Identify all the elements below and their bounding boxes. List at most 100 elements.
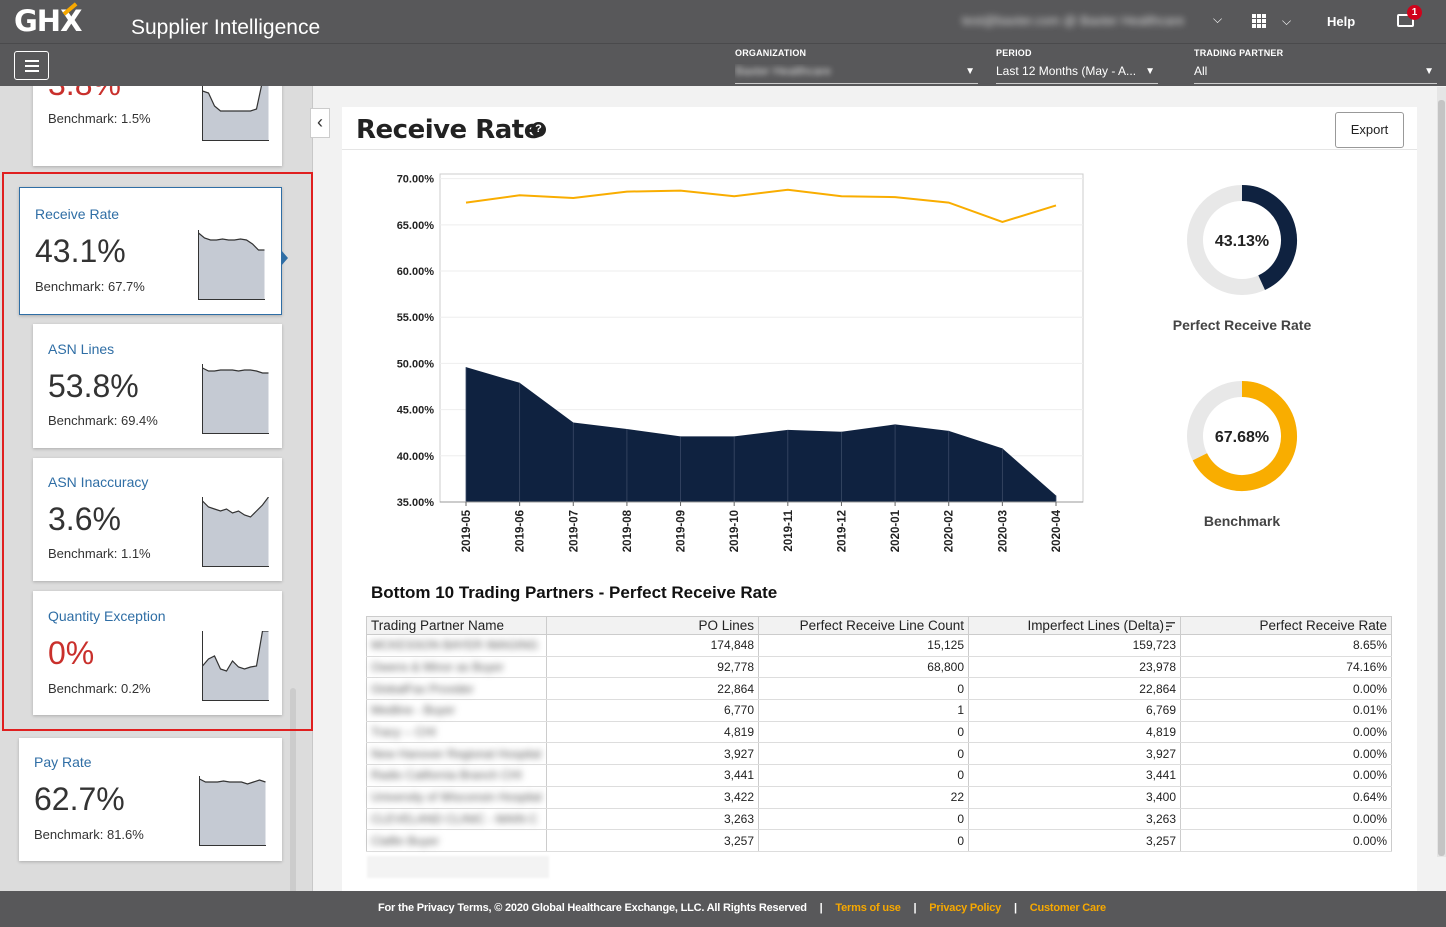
table-cell: 3,257 [546, 829, 759, 852]
sidebar-scrollbar[interactable] [290, 688, 296, 891]
metric-benchmark: Benchmark: 81.6% [34, 827, 144, 842]
donut-value-arc [1241, 185, 1297, 290]
column-header[interactable]: Perfect Receive Rate [1180, 616, 1392, 635]
sparkline [202, 86, 269, 141]
organization-select[interactable]: Baxter Healthcare ▼ [735, 64, 978, 84]
metric-card-pay-rate[interactable]: Pay Rate 62.7% Benchmark: 81.6% [19, 738, 282, 861]
help-link[interactable]: Help [1327, 14, 1356, 29]
period-select[interactable]: Last 12 Months (May - A... ▼ [996, 64, 1158, 84]
donut-caption: Benchmark [1203, 513, 1281, 529]
table-row[interactable]: CLEVELAND CLINIC - MAIN C 3,263 0 3,263 0.00… [366, 808, 1392, 831]
table-cell: 3,263 [968, 808, 1181, 831]
column-header[interactable]: Perfect Receive Line Count [758, 616, 969, 635]
customer-care-link[interactable]: Customer Care [1029, 902, 1106, 914]
table-row[interactable]: Claflin Buyer 3,257 0 3,257 0.00% [366, 829, 1392, 852]
perfect-receive-rate-donut: 43.13% [1187, 185, 1297, 295]
table-cell: 6,769 [968, 699, 1181, 722]
x-tick-label: 2019-07 [568, 510, 580, 552]
table-cell: 3,441 [968, 764, 1181, 787]
x-tick-label: 2019-11 [783, 509, 795, 551]
metric-card-asn-inaccuracy[interactable]: ASN Inaccuracy 3.6% Benchmark: 1.1% [33, 458, 282, 581]
table-cell: 8.65% [1180, 634, 1392, 657]
footer-separator: | [913, 902, 917, 914]
benchmark-line [465, 188, 1057, 224]
table-row[interactable]: University of Wisconsin Hospital 3,422 22 3… [366, 786, 1392, 809]
table-header-row: Trading Partner Name PO Lines Perfect Re… [366, 616, 1392, 635]
x-tick-label: 2020-04 [1051, 509, 1063, 552]
table-row[interactable]: New Hanover Regional Hospital 3,927 0 3,927… [366, 742, 1392, 766]
table-cell: 92,778 [546, 656, 759, 679]
filter-bar: ORGANIZATION Baxter Healthcare ▼ PERIOD L… [0, 43, 1446, 86]
table-cell: 4,819 [546, 721, 759, 744]
metric-benchmark: Benchmark: 1.1% [48, 546, 151, 561]
table-row[interactable]: GlobalFax Provider 22,864 0 22,864 0.00% [366, 677, 1392, 701]
app-title: Supplier Intelligence [131, 16, 321, 39]
column-header[interactable]: Trading Partner Name [366, 616, 547, 635]
partner-name: Claflin Buyer [371, 833, 440, 848]
export-button[interactable]: Export [1335, 112, 1404, 148]
metric-card[interactable]: 3.8% Benchmark: 1.5% [33, 86, 282, 166]
main-scrollbar-thumb[interactable] [1438, 100, 1445, 856]
chevron-down-icon[interactable]: ⌵ [1213, 12, 1223, 26]
partner-name: Owens & Minor as Buyer [371, 660, 504, 675]
table-row[interactable]: Medline - Buyer 6,770 1 6,769 0.01% [366, 699, 1392, 722]
metric-card-quantity-exception[interactable]: Quantity Exception 0% Benchmark: 0.2% [33, 591, 282, 715]
table-cell: 68,800 [758, 656, 969, 679]
user-menu[interactable]: test@baxter.com @ Baxter Healthcare [962, 13, 1185, 28]
metric-title: Quantity Exception [48, 608, 166, 624]
trading-partner-filter[interactable]: TRADING PARTNER All ▼ [1194, 48, 1437, 84]
hamburger-menu-button[interactable] [14, 51, 49, 80]
table-cell: 4,819 [968, 721, 1181, 744]
table-cell: 0.00% [1180, 829, 1392, 852]
period-filter[interactable]: PERIOD Last 12 Months (May - A... ▼ [996, 48, 1158, 84]
caret-down-icon: ▼ [965, 66, 975, 77]
sparkline [198, 230, 265, 300]
chevron-down-icon[interactable]: ⌵ [1282, 14, 1292, 28]
privacy-policy-link[interactable]: Privacy Policy [929, 902, 1002, 914]
notification-icon[interactable]: 1 [1397, 5, 1422, 30]
app-grid-icon[interactable] [1252, 14, 1266, 28]
partner-name: Radio California Branch CHI [371, 768, 522, 783]
table-cell: 3,441 [546, 764, 759, 787]
table-row[interactable]: Tracy -- CHI 4,819 0 4,819 0.00% [366, 721, 1392, 744]
table-cell: 0.00% [1180, 721, 1392, 744]
trading-partners-table: Trading Partner Name PO Lines Perfect Re… [366, 616, 1392, 852]
table-cell: 22,864 [968, 677, 1181, 701]
table-cell: 3,400 [968, 786, 1181, 809]
table-cell: 0.01% [1180, 699, 1392, 722]
partner-name: MCKESSON BAYER IMAGING [371, 638, 539, 653]
table-cell: 174,848 [546, 634, 759, 657]
metric-card-receive-rate[interactable]: Receive Rate 43.1% Benchmark: 67.7% [19, 187, 282, 315]
metric-benchmark: Benchmark: 67.7% [35, 279, 145, 294]
terms-of-use-link[interactable]: Terms of use [835, 902, 901, 914]
table-cell: 0.00% [1180, 677, 1392, 701]
table-cell: 3,927 [546, 742, 759, 766]
footer: For the Privacy Terms, © 2020 Global Hea… [0, 891, 1446, 927]
help-icon[interactable]: ? [531, 122, 546, 137]
table-cell: 0 [758, 808, 969, 831]
sparkline [202, 497, 269, 567]
table-cell: 22,864 [546, 677, 759, 701]
column-header-sorted[interactable]: Imperfect Lines (Delta) [968, 616, 1181, 635]
sort-icon[interactable] [1166, 621, 1176, 631]
table-row[interactable]: Owens & Minor as Buyer 92,778 68,800 23,978… [366, 656, 1392, 679]
donut-caption: Perfect Receive Rate [1172, 317, 1312, 333]
table-cell: 1 [758, 699, 969, 722]
table-row[interactable]: MCKESSON BAYER IMAGING 174,848 15,125 159,7… [366, 634, 1392, 657]
column-header[interactable]: PO Lines [546, 616, 759, 635]
receive-rate-chart: 70.00% 65.00% 60.00% 55.00% 50.00% 45.00% 40.0… [397, 173, 1084, 552]
table-cell: 0 [758, 829, 969, 852]
metrics-sidebar[interactable]: 3.8% Benchmark: 1.5% Receive Rate 43.1% … [0, 86, 312, 891]
organization-filter[interactable]: ORGANIZATION Baxter Healthcare ▼ [735, 48, 978, 84]
chevron-left-icon: ‹ [317, 112, 323, 132]
trading-partner-select[interactable]: All ▼ [1194, 64, 1437, 84]
table-cell: 0 [758, 677, 969, 701]
benchmark-donut: 67.68% [1187, 381, 1297, 491]
ghx-logo[interactable]: GHX [14, 4, 82, 38]
table-row[interactable]: Radio California Branch CHI 3,441 0 3,441 0.… [366, 764, 1392, 787]
collapse-sidebar-button[interactable]: ‹ [310, 108, 330, 138]
metric-card-asn-lines[interactable]: ASN Lines 53.8% Benchmark: 69.4% [33, 324, 282, 448]
notification-badge: 1 [1407, 5, 1422, 20]
table-cell: 0.64% [1180, 786, 1392, 809]
partner-name-cell: MCKESSON BAYER IMAGING [366, 634, 547, 657]
